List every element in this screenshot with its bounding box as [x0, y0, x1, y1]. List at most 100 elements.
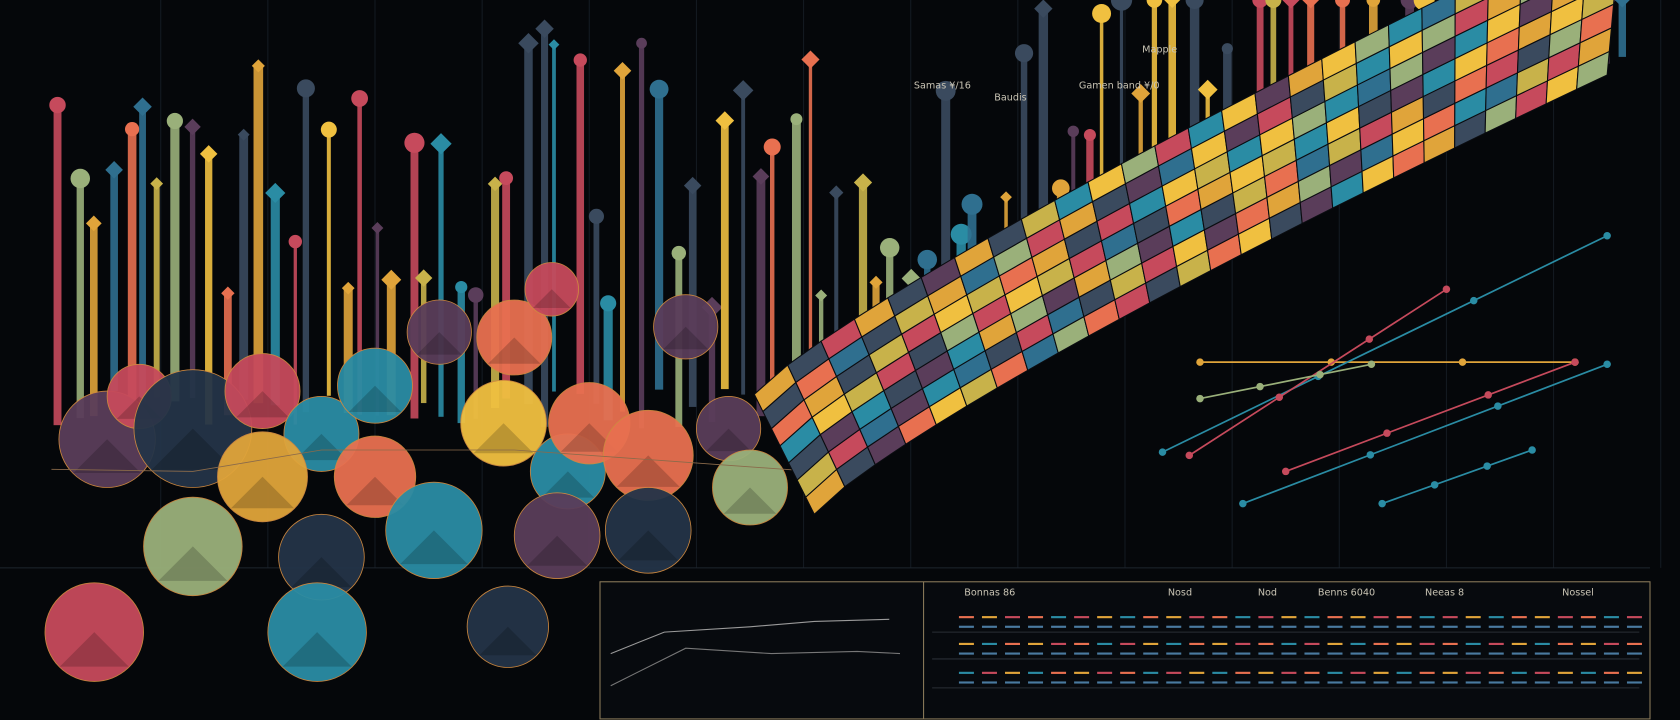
cell-mark: [1419, 652, 1435, 655]
cell-mark: [1373, 671, 1389, 674]
cell-mark: [1235, 642, 1251, 645]
cell-mark: [1235, 625, 1251, 628]
stick-head: [414, 269, 433, 287]
stick-head: [455, 281, 468, 294]
trend-dot: [1458, 358, 1467, 366]
trend-dot: [1442, 285, 1451, 294]
blob: [283, 395, 360, 472]
stick-head: [671, 245, 687, 261]
stick-head: [1185, 0, 1204, 10]
stick-head: [1221, 43, 1233, 55]
panel-trace: [610, 618, 890, 655]
annotation: Gamen band ¥/0: [1079, 81, 1160, 92]
blob-facet: [236, 391, 289, 418]
cell-mark: [1442, 681, 1458, 684]
blob: [337, 347, 413, 424]
stick-head: [1197, 79, 1218, 100]
cell-mark: [1097, 616, 1113, 619]
trend-dot: [1281, 467, 1290, 476]
cell-mark: [1396, 642, 1412, 645]
cell-mark: [1511, 652, 1527, 655]
ribbon-tile: [1518, 0, 1553, 29]
stick: [76, 178, 84, 419]
stick-head: [649, 79, 669, 99]
stick-head: [1265, 0, 1282, 9]
stick: [357, 98, 362, 415]
cell-mark: [958, 652, 974, 655]
stick: [53, 105, 62, 426]
cell-mark: [1350, 642, 1366, 645]
stick: [205, 153, 213, 425]
stick-head: [600, 295, 617, 312]
cell-mark: [1166, 616, 1182, 619]
panel-header: Nosd: [1168, 588, 1192, 599]
cell-mark: [1465, 616, 1481, 619]
cell-mark: [1442, 616, 1458, 619]
cell-mark: [1258, 652, 1274, 655]
blob: [460, 379, 547, 467]
cell-mark: [1557, 671, 1573, 674]
cell-mark: [1051, 652, 1067, 655]
blob: [267, 582, 367, 682]
stick: [1020, 53, 1028, 308]
stick: [491, 183, 500, 409]
blob: [513, 492, 601, 579]
blob: [44, 582, 144, 682]
blob: [385, 481, 483, 579]
cell-mark: [1626, 625, 1642, 628]
cell-mark: [1373, 616, 1389, 619]
stick-head: [430, 133, 452, 155]
stick-head: [1083, 128, 1096, 141]
stick: [1038, 8, 1049, 301]
blob-facet: [527, 535, 588, 566]
stick-head: [801, 50, 820, 69]
blob-facet: [533, 289, 571, 309]
cell-mark: [1304, 616, 1320, 619]
cell-mark: [1258, 625, 1274, 628]
cell-mark: [1143, 625, 1159, 628]
cell-mark: [1028, 671, 1044, 674]
stick-head: [901, 268, 921, 289]
stick: [603, 303, 613, 421]
cell-mark: [1373, 652, 1389, 655]
annotation: Baudis: [994, 93, 1026, 104]
panel-trace: [610, 647, 901, 687]
cell-mark: [1465, 671, 1481, 674]
cell-mark: [1166, 681, 1182, 684]
blob: [712, 449, 788, 526]
cell-mark: [1051, 616, 1067, 619]
cell-mark: [1097, 681, 1113, 684]
trend-dot: [1494, 402, 1502, 410]
cell-mark: [1442, 671, 1458, 674]
cell-mark: [958, 681, 974, 684]
cell-mark: [1626, 681, 1642, 684]
stick: [654, 89, 664, 390]
stick-head: [124, 121, 140, 137]
trend-dot: [1316, 370, 1324, 379]
cell-mark: [1304, 642, 1320, 645]
blob-facet: [473, 423, 534, 454]
stick: [791, 119, 801, 421]
annotation: Samas ¥/16: [914, 81, 971, 92]
stick-head: [381, 269, 402, 290]
cell-mark: [1304, 625, 1320, 628]
blob-facet: [618, 530, 679, 561]
cell-mark: [1235, 652, 1251, 655]
cell-mark: [1051, 671, 1067, 674]
stick-head: [790, 113, 803, 126]
cell-mark: [981, 652, 997, 655]
stick: [741, 90, 746, 395]
blob-facet: [560, 423, 618, 452]
trend-dot: [1470, 296, 1478, 305]
stick-head: [518, 32, 539, 54]
stick: [302, 88, 310, 413]
stick: [473, 295, 478, 419]
trend-line: [1242, 363, 1608, 505]
cell-mark: [1557, 681, 1573, 684]
cell-mark: [1373, 681, 1389, 684]
stick: [593, 216, 600, 404]
cell-mark: [1557, 652, 1573, 655]
stick-head: [404, 132, 425, 153]
